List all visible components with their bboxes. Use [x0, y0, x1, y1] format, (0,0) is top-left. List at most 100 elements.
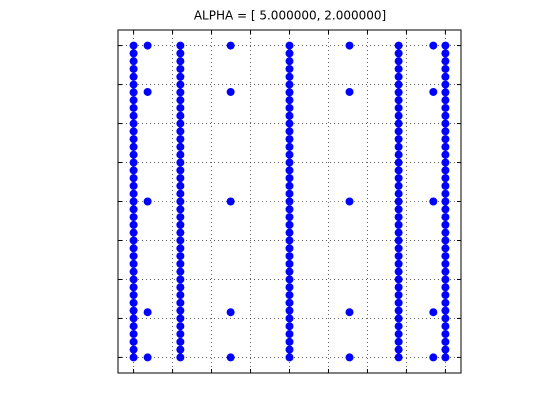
point	[129, 189, 138, 198]
point	[394, 236, 403, 245]
point	[176, 228, 185, 237]
point	[429, 87, 438, 96]
point	[129, 252, 138, 261]
point	[285, 49, 294, 58]
point	[394, 57, 403, 66]
point	[129, 275, 138, 284]
point	[176, 306, 185, 315]
point	[129, 181, 138, 190]
point	[441, 205, 450, 214]
point	[285, 298, 294, 307]
point	[394, 205, 403, 214]
point	[394, 166, 403, 175]
point	[441, 291, 450, 300]
point	[394, 345, 403, 354]
point	[176, 283, 185, 292]
point	[285, 150, 294, 159]
point	[394, 158, 403, 167]
point	[176, 158, 185, 167]
point	[345, 87, 354, 96]
point	[143, 87, 152, 96]
point	[285, 158, 294, 167]
point	[129, 322, 138, 331]
point	[394, 306, 403, 315]
point	[129, 345, 138, 354]
point	[285, 314, 294, 323]
point	[394, 337, 403, 346]
point	[285, 72, 294, 81]
point	[441, 135, 450, 144]
point	[176, 88, 185, 97]
chart-title: ALPHA = [ 5.000000, 2.000000]	[194, 9, 386, 23]
point	[394, 88, 403, 97]
point	[176, 213, 185, 222]
point	[285, 236, 294, 245]
point	[129, 41, 138, 50]
point	[441, 64, 450, 73]
point	[176, 80, 185, 89]
point	[285, 181, 294, 190]
point	[129, 267, 138, 276]
point	[176, 181, 185, 190]
point	[441, 330, 450, 339]
point	[285, 252, 294, 261]
point	[129, 64, 138, 73]
point	[441, 337, 450, 346]
point	[129, 236, 138, 245]
point	[441, 345, 450, 354]
point	[129, 330, 138, 339]
point	[226, 197, 235, 206]
point	[129, 111, 138, 120]
point	[176, 197, 185, 206]
point	[285, 103, 294, 112]
point	[285, 166, 294, 175]
point	[129, 135, 138, 144]
point	[394, 174, 403, 183]
point	[285, 353, 294, 362]
point	[345, 197, 354, 206]
axes-box	[117, 29, 462, 374]
point	[129, 306, 138, 315]
point	[143, 308, 152, 317]
point	[129, 298, 138, 307]
point	[226, 353, 235, 362]
point	[285, 111, 294, 120]
point	[394, 220, 403, 229]
point	[441, 228, 450, 237]
point	[394, 181, 403, 190]
point	[441, 322, 450, 331]
point	[129, 291, 138, 300]
point	[285, 88, 294, 97]
point	[285, 41, 294, 50]
point	[441, 41, 450, 50]
point	[176, 57, 185, 66]
point	[285, 135, 294, 144]
point	[394, 72, 403, 81]
point	[394, 322, 403, 331]
point	[429, 41, 438, 50]
point	[285, 291, 294, 300]
point	[176, 236, 185, 245]
point	[129, 80, 138, 89]
point	[441, 298, 450, 307]
point	[285, 205, 294, 214]
point	[285, 213, 294, 222]
point	[285, 57, 294, 66]
point	[285, 96, 294, 105]
point	[176, 127, 185, 136]
point	[345, 308, 354, 317]
point	[176, 150, 185, 159]
point	[285, 127, 294, 136]
point	[129, 174, 138, 183]
point	[129, 158, 138, 167]
point	[429, 353, 438, 362]
point	[441, 166, 450, 175]
point	[441, 150, 450, 159]
point	[441, 213, 450, 222]
point	[441, 259, 450, 268]
point	[345, 353, 354, 362]
point	[394, 80, 403, 89]
point	[441, 267, 450, 276]
point	[394, 228, 403, 237]
point	[129, 96, 138, 105]
